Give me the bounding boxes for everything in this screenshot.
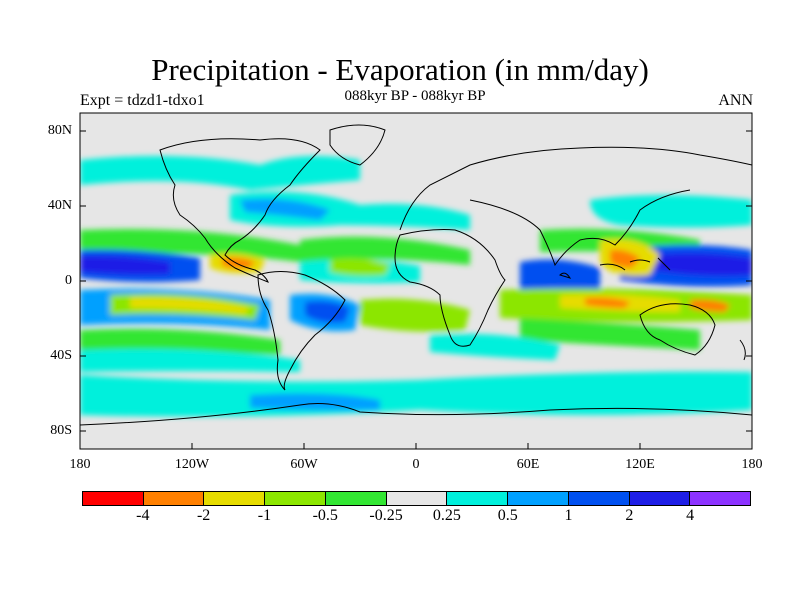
colorbar-segment: [204, 492, 266, 505]
colorbar-label: -1: [257, 507, 272, 524]
lon-label-180e: 180: [741, 457, 763, 472]
coastlines: [80, 124, 752, 426]
axis-ticks: [79, 130, 753, 449]
lat-label-40n: 40N: [47, 198, 72, 213]
colorbar-segment: [508, 492, 569, 505]
colorbar-segment: [447, 492, 509, 505]
colorbar-segment: [143, 492, 205, 505]
field-layer: [80, 156, 752, 417]
colorbar-label: -2: [196, 507, 211, 524]
colorbar: [82, 491, 751, 506]
experiment-label: Expt = tdzd1-tdxo1: [80, 92, 205, 109]
lon-label-0: 0: [412, 457, 420, 472]
lat-label-80n: 80N: [47, 123, 72, 138]
colorbar-label: 0.5: [497, 507, 518, 524]
colorbar-segment: [83, 492, 144, 505]
lon-label-60e: 60E: [516, 457, 540, 472]
colorbar-segment: [265, 492, 326, 505]
plot-subtitle: 088kyr BP - 088kyr BP: [344, 88, 486, 104]
colorbar-segment: [568, 492, 630, 505]
lon-label-120w: 120W: [174, 457, 210, 472]
season-label: ANN: [718, 92, 753, 109]
lon-label-180w: 180: [69, 457, 91, 472]
lon-label-60w: 60W: [290, 457, 318, 472]
colorbar-segment: [629, 492, 691, 505]
colorbar-segment: [386, 492, 448, 505]
lat-label-40s: 40S: [50, 348, 72, 363]
colorbar-segment: [690, 492, 751, 505]
colorbar-label: 2: [625, 507, 634, 524]
colorbar-label: -0.5: [312, 507, 338, 524]
lon-label-120e: 120E: [625, 457, 655, 472]
colorbar-label: 4: [686, 507, 695, 524]
lat-label-80s: 80S: [50, 423, 72, 438]
colorbar-label: 1: [564, 507, 573, 524]
colorbar-label: 0.25: [432, 507, 461, 524]
plot-title: Precipitation - Evaporation (in mm/day): [151, 52, 649, 87]
colorbar-label: -4: [136, 507, 150, 524]
colorbar-label: -0.25: [369, 507, 403, 524]
lat-label-0: 0: [65, 273, 72, 288]
colorbar-segment: [325, 492, 387, 505]
